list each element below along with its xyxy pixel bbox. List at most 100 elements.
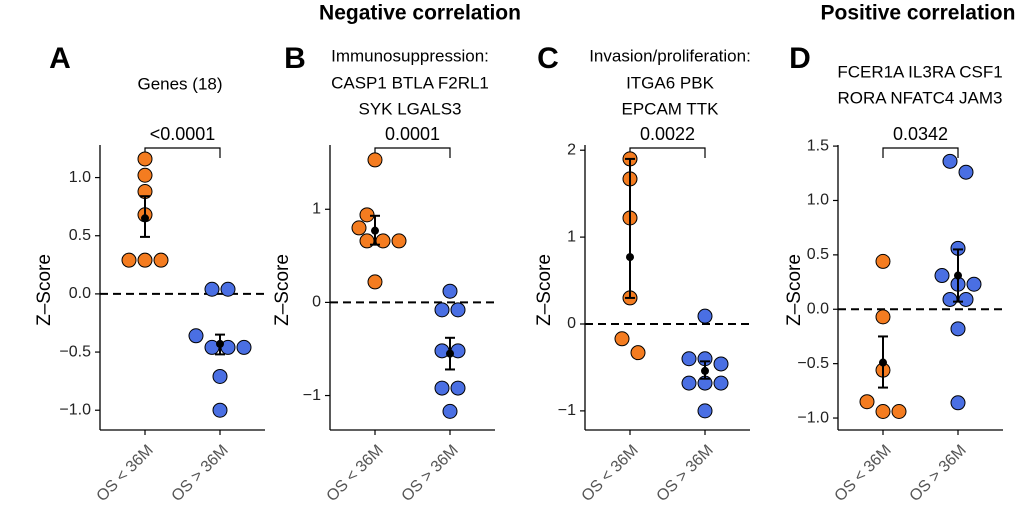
data-point (442, 403, 458, 419)
mean-point (954, 271, 962, 280)
mean-point (446, 349, 454, 358)
panel-title: FCER1A IL3RA CSF1 (837, 62, 1002, 81)
x-tick-label: OS < 36M (832, 442, 895, 505)
y-tick-label: −0.5 (797, 355, 829, 372)
data-point (942, 291, 958, 307)
x-tick-label: OS > 36M (907, 442, 970, 505)
data-point (375, 233, 391, 249)
data-point (681, 351, 697, 367)
data-point (875, 253, 891, 269)
panel-title: Immunosuppression: (331, 46, 489, 65)
y-axis-label: Z–Score (34, 254, 55, 326)
data-point (697, 403, 713, 419)
mean-point (879, 358, 887, 367)
significance-bracket (374, 147, 451, 158)
panel-title: ITGA6 PBK (626, 73, 715, 92)
data-point (434, 380, 450, 396)
data-point (950, 395, 966, 411)
data-point (367, 152, 383, 168)
y-tick-label: 2 (567, 141, 576, 158)
x-tick-label: OS < 36M (324, 442, 387, 505)
data-point (351, 220, 367, 236)
data-point (950, 321, 966, 337)
panel-title: RORA NFATC4 JAM3 (838, 88, 1003, 107)
data-point (614, 331, 630, 347)
data-point (220, 281, 236, 297)
panel-letter: D (789, 42, 811, 75)
y-axis-label: Z–Score (534, 254, 555, 326)
x-tick-label: OS < 36M (94, 442, 157, 505)
data-point (391, 233, 407, 249)
data-point (958, 291, 974, 307)
data-point (859, 394, 875, 410)
mean-point (141, 214, 149, 223)
y-tick-label: 0.0 (807, 300, 829, 317)
data-point (137, 252, 153, 268)
header: Negative correlation (319, 2, 521, 25)
data-point (713, 375, 729, 391)
y-tick-label: −1 (558, 402, 576, 419)
panel-title: Invasion/proliferation: (589, 46, 751, 65)
data-point (137, 151, 153, 167)
p-value: <0.0001 (150, 124, 216, 144)
x-tick-label: OS < 36M (579, 442, 642, 505)
y-tick-label: −1.0 (59, 401, 91, 418)
data-point (153, 252, 169, 268)
data-point (188, 328, 204, 344)
data-point (236, 339, 252, 355)
y-tick-label: 1 (567, 228, 576, 245)
data-point (121, 252, 137, 268)
y-tick-label: 0.5 (69, 227, 91, 244)
data-point (137, 167, 153, 183)
significance-bracket (629, 147, 706, 158)
panel-letter: B (284, 42, 306, 75)
y-tick-label: −0.5 (59, 343, 91, 360)
x-tick-label: OS > 36M (654, 442, 717, 505)
mean-point (371, 226, 379, 235)
y-axis-label: Z–Score (272, 254, 293, 326)
panel-title: EPCAM TTK (622, 99, 720, 118)
significance-bracket (882, 147, 959, 158)
y-tick-label: 0.0 (69, 285, 91, 302)
data-point (367, 274, 383, 290)
data-point (450, 302, 466, 318)
data-point (958, 164, 974, 180)
y-tick-label: 1.0 (69, 169, 91, 186)
mean-point (216, 339, 224, 348)
y-tick-label: 1.5 (807, 137, 829, 154)
y-tick-label: 0 (567, 315, 576, 332)
mean-point (626, 253, 634, 262)
data-point (442, 283, 458, 299)
data-point (212, 402, 228, 418)
data-point (942, 153, 958, 169)
y-tick-label: 1.0 (807, 192, 829, 209)
data-point (713, 356, 729, 372)
data-point (630, 345, 646, 361)
x-tick-label: OS > 36M (399, 442, 462, 505)
y-tick-label: −1 (303, 387, 321, 404)
mean-point (701, 366, 709, 375)
panel-title: CASP1 BTLA F2RL1 (331, 73, 489, 92)
panel-letter: A (49, 42, 71, 75)
y-axis-label: Z–Score (784, 254, 805, 326)
data-point (934, 268, 950, 284)
x-tick-label: OS > 36M (169, 442, 232, 505)
data-point (966, 276, 982, 292)
significance-bracket (144, 147, 221, 158)
data-point (450, 380, 466, 396)
panel-title: Genes (18) (137, 74, 222, 93)
y-tick-label: 0.5 (807, 246, 829, 263)
data-point (697, 308, 713, 324)
data-point (891, 404, 907, 420)
data-point (875, 309, 891, 325)
data-point (434, 302, 450, 318)
p-value: 0.0022 (640, 124, 695, 144)
data-point (681, 375, 697, 391)
header: Positive correlation (821, 2, 1016, 25)
data-point (212, 368, 228, 384)
data-point (204, 281, 220, 297)
y-tick-label: −1.0 (797, 409, 829, 426)
p-value: 0.0001 (385, 124, 440, 144)
p-value: 0.0342 (893, 124, 948, 144)
